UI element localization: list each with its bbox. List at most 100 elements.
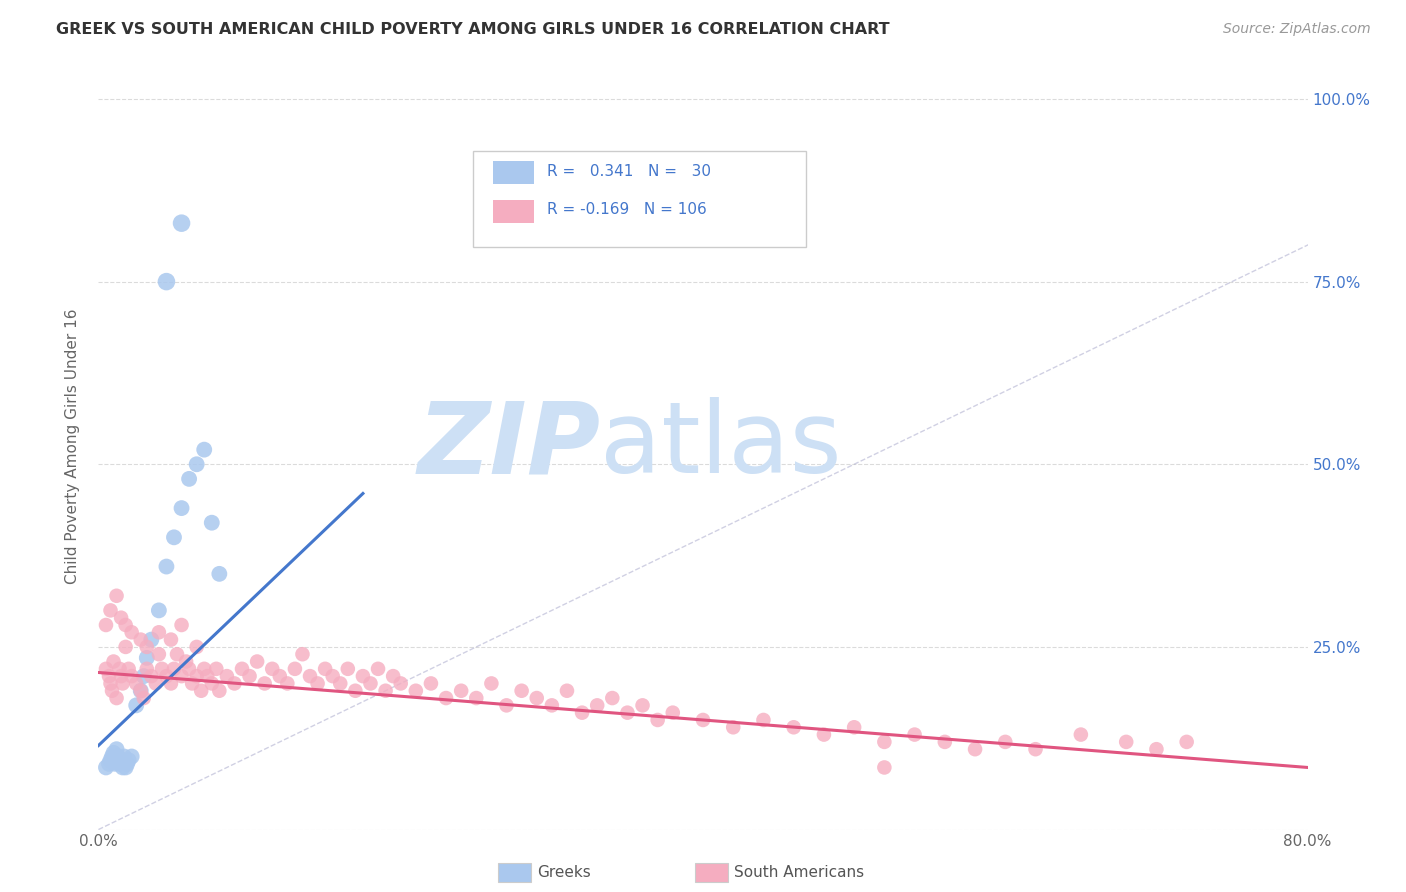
Point	[110, 610, 132, 624]
Point	[1070, 728, 1092, 742]
Point	[105, 589, 128, 603]
Point	[148, 647, 170, 661]
Point	[105, 742, 128, 756]
Point	[450, 683, 472, 698]
Point	[132, 669, 155, 683]
Point	[352, 669, 374, 683]
Point	[132, 691, 155, 706]
Point	[269, 669, 291, 683]
Text: South Americans: South Americans	[734, 865, 865, 880]
Point	[103, 655, 125, 669]
Point	[110, 753, 132, 767]
Point	[374, 683, 396, 698]
Point	[110, 669, 132, 683]
Point	[360, 676, 382, 690]
Point	[586, 698, 609, 713]
Point	[307, 676, 329, 690]
Point	[150, 662, 173, 676]
Point	[215, 669, 238, 683]
Point	[100, 603, 122, 617]
Point	[129, 632, 152, 647]
Point	[813, 728, 835, 742]
Point	[555, 683, 578, 698]
Text: R =   0.341   N =   30: R = 0.341 N = 30	[547, 164, 711, 179]
Point	[114, 640, 136, 654]
Point	[405, 683, 427, 698]
Point	[118, 753, 141, 767]
Point	[163, 662, 186, 676]
Point	[148, 603, 170, 617]
Point	[873, 760, 896, 774]
Point	[510, 683, 533, 698]
Point	[148, 625, 170, 640]
Text: ZIP: ZIP	[418, 398, 600, 494]
Point	[129, 683, 152, 698]
Point	[141, 669, 163, 683]
Point	[104, 756, 127, 771]
Point	[111, 676, 134, 690]
Point	[174, 655, 197, 669]
Point	[276, 676, 298, 690]
Point	[253, 676, 276, 690]
Point	[163, 530, 186, 544]
Point	[208, 683, 231, 698]
Point	[616, 706, 638, 720]
Point	[526, 691, 548, 706]
Y-axis label: Child Poverty Among Girls Under 16: Child Poverty Among Girls Under 16	[65, 309, 80, 583]
Point	[190, 683, 212, 698]
Point	[166, 647, 188, 661]
Point	[121, 749, 143, 764]
Point	[965, 742, 987, 756]
Point	[1144, 742, 1167, 756]
Point	[723, 720, 745, 734]
Point	[141, 632, 163, 647]
Point	[101, 749, 124, 764]
Point	[465, 691, 488, 706]
Point	[844, 720, 866, 734]
Point	[783, 720, 806, 734]
Point	[125, 698, 148, 713]
Point	[495, 698, 517, 713]
Point	[112, 749, 135, 764]
Point	[186, 640, 208, 654]
Text: R = -0.169   N = 106: R = -0.169 N = 106	[547, 202, 707, 218]
Point	[108, 756, 131, 771]
Point	[170, 669, 193, 683]
Point	[329, 676, 352, 690]
Point	[108, 662, 131, 676]
Point	[94, 760, 117, 774]
Point	[125, 676, 148, 690]
Point	[602, 691, 624, 706]
Point	[692, 713, 714, 727]
FancyBboxPatch shape	[492, 200, 534, 223]
Point	[155, 275, 177, 289]
Point	[661, 706, 683, 720]
Point	[155, 559, 177, 574]
Point	[114, 760, 136, 774]
Point	[186, 669, 208, 683]
Text: atlas: atlas	[600, 398, 842, 494]
Point	[246, 655, 269, 669]
Point	[299, 669, 322, 683]
Point	[231, 662, 253, 676]
Point	[1024, 742, 1046, 756]
Point	[179, 662, 201, 676]
Point	[94, 662, 117, 676]
Point	[121, 625, 143, 640]
Point	[208, 566, 231, 581]
Point	[114, 618, 136, 632]
FancyBboxPatch shape	[492, 161, 534, 185]
Point	[129, 683, 152, 698]
Point	[481, 676, 503, 690]
Point	[181, 676, 204, 690]
Point	[262, 662, 284, 676]
Point	[540, 698, 562, 713]
Point	[1175, 735, 1198, 749]
Point	[205, 662, 228, 676]
Point	[135, 651, 157, 665]
Point	[389, 676, 412, 690]
Point	[434, 691, 457, 706]
Point	[179, 472, 201, 486]
Point	[631, 698, 654, 713]
Point	[107, 749, 129, 764]
